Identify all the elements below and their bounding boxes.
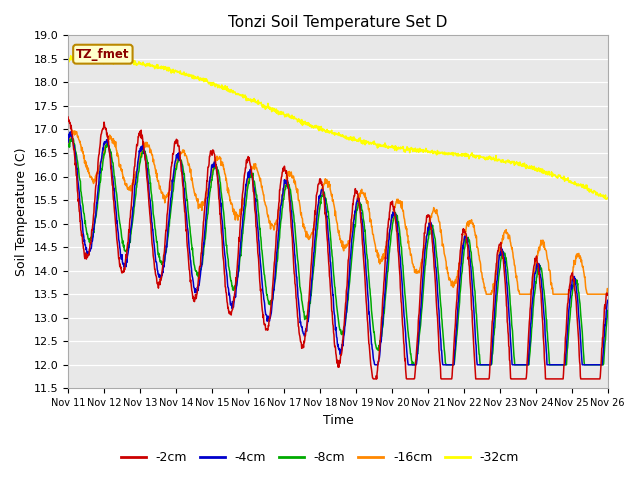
Legend: -2cm, -4cm, -8cm, -16cm, -32cm: -2cm, -4cm, -8cm, -16cm, -32cm	[116, 446, 524, 469]
Title: Tonzi Soil Temperature Set D: Tonzi Soil Temperature Set D	[228, 15, 447, 30]
X-axis label: Time: Time	[323, 414, 353, 427]
Text: TZ_fmet: TZ_fmet	[76, 48, 130, 60]
Y-axis label: Soil Temperature (C): Soil Temperature (C)	[15, 147, 28, 276]
